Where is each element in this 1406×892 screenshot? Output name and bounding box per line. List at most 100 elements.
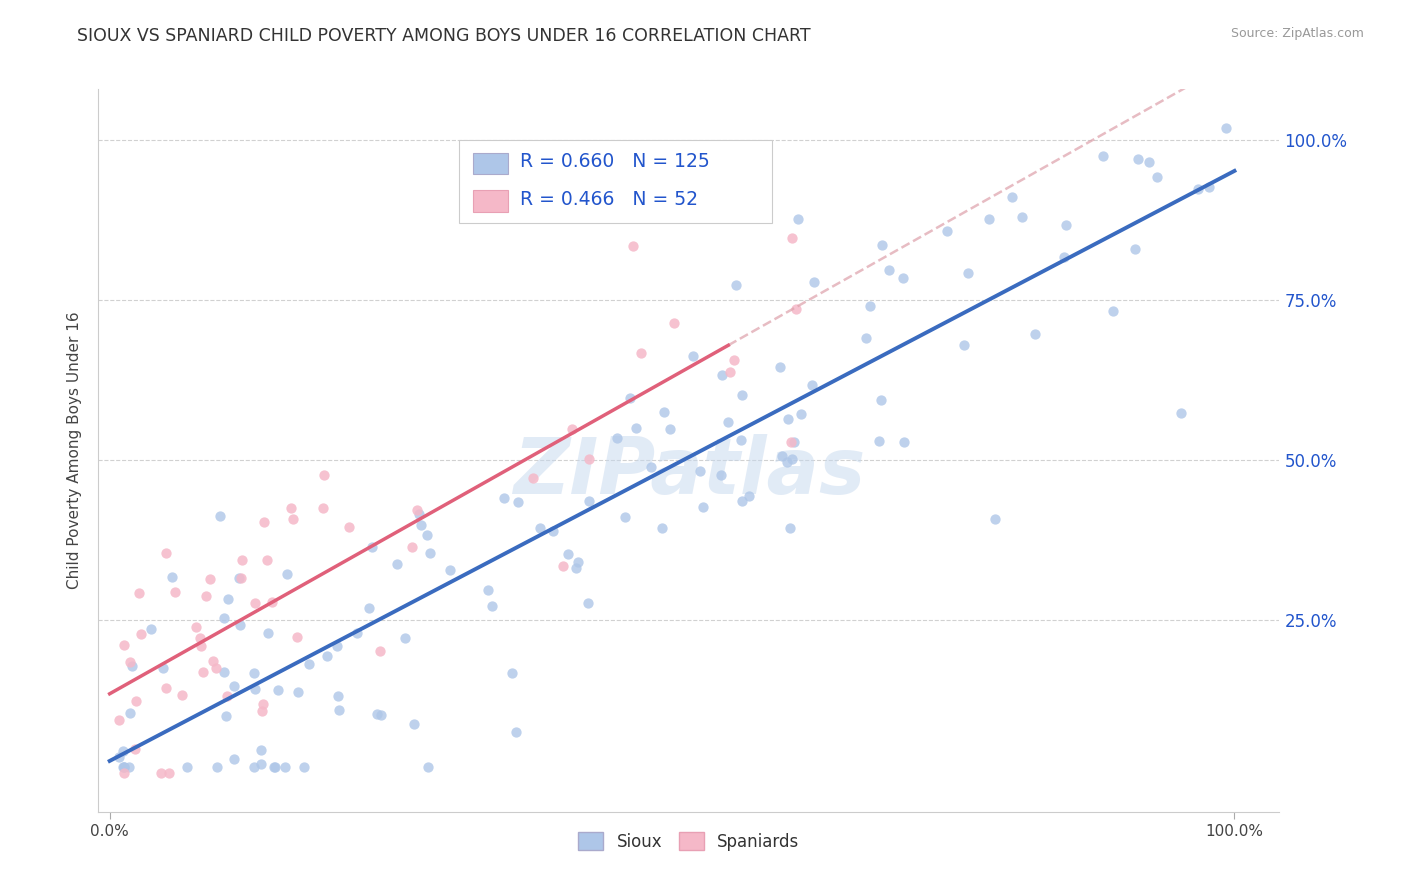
- Point: [957, 266, 980, 280]
- Point: [800, 378, 823, 392]
- Point: [651, 520, 673, 534]
- Point: [129, 626, 152, 640]
- Point: [717, 415, 740, 429]
- Point: [243, 596, 266, 610]
- Point: [640, 459, 662, 474]
- Point: [249, 743, 271, 757]
- Point: [1146, 169, 1168, 184]
- Point: [893, 435, 915, 450]
- Point: [280, 500, 302, 515]
- Point: [1054, 218, 1077, 232]
- Bar: [472, 153, 508, 175]
- Point: [149, 766, 172, 780]
- Point: [1170, 406, 1192, 420]
- Point: [859, 299, 882, 313]
- Point: [731, 493, 754, 508]
- Point: [253, 515, 276, 529]
- Point: [250, 756, 273, 771]
- Point: [406, 503, 429, 517]
- Point: [605, 431, 627, 445]
- Point: [228, 571, 250, 585]
- Point: [416, 528, 439, 542]
- Point: [803, 275, 825, 289]
- Point: [779, 435, 801, 450]
- Point: [201, 655, 224, 669]
- Point: [624, 421, 647, 435]
- Point: [152, 661, 174, 675]
- Point: [394, 632, 416, 646]
- Point: [522, 471, 544, 485]
- FancyBboxPatch shape: [458, 140, 772, 223]
- Point: [730, 388, 752, 402]
- Point: [112, 744, 135, 758]
- Point: [188, 632, 211, 646]
- Text: SIOUX VS SPANIARD CHILD POVERTY AMONG BOYS UNDER 16 CORRELATION CHART: SIOUX VS SPANIARD CHILD POVERTY AMONG BO…: [77, 27, 811, 45]
- Point: [112, 760, 135, 774]
- Point: [439, 563, 461, 577]
- Point: [619, 391, 641, 405]
- Point: [1187, 181, 1209, 195]
- Point: [252, 697, 274, 711]
- Point: [264, 760, 287, 774]
- Point: [724, 277, 747, 292]
- Point: [200, 572, 222, 586]
- Point: [125, 694, 148, 708]
- Y-axis label: Child Poverty Among Boys Under 16: Child Poverty Among Boys Under 16: [67, 311, 83, 590]
- Point: [231, 552, 253, 566]
- Point: [108, 713, 131, 727]
- Point: [215, 709, 238, 723]
- Point: [118, 706, 141, 720]
- Point: [1001, 190, 1024, 204]
- Point: [692, 500, 714, 514]
- Legend: Sioux, Spaniards: Sioux, Spaniards: [572, 826, 806, 857]
- Point: [385, 557, 408, 571]
- Point: [529, 521, 551, 535]
- Point: [155, 546, 177, 560]
- Point: [418, 760, 440, 774]
- Text: R = 0.466   N = 52: R = 0.466 N = 52: [520, 189, 697, 209]
- Point: [652, 404, 675, 418]
- Point: [117, 760, 139, 774]
- Point: [785, 301, 807, 316]
- Point: [614, 509, 637, 524]
- Point: [505, 724, 527, 739]
- Point: [266, 682, 288, 697]
- Point: [1215, 120, 1237, 135]
- Point: [738, 489, 761, 503]
- Point: [160, 570, 183, 584]
- Point: [710, 468, 733, 483]
- Point: [776, 455, 799, 469]
- Point: [128, 586, 150, 600]
- Point: [567, 555, 589, 569]
- Point: [1053, 250, 1076, 264]
- Point: [205, 760, 228, 774]
- Point: [359, 600, 381, 615]
- Point: [870, 393, 893, 408]
- Point: [337, 520, 360, 534]
- Point: [780, 230, 803, 244]
- Point: [316, 649, 339, 664]
- Point: [630, 346, 652, 360]
- Point: [682, 349, 704, 363]
- Point: [368, 644, 391, 658]
- Point: [120, 656, 142, 670]
- Point: [401, 541, 423, 555]
- Point: [208, 508, 231, 523]
- Point: [477, 583, 499, 598]
- Point: [263, 760, 285, 774]
- Point: [935, 223, 957, 237]
- Point: [1024, 326, 1046, 341]
- Point: [243, 682, 266, 697]
- Point: [191, 665, 214, 679]
- Point: [779, 521, 801, 535]
- Point: [1126, 152, 1149, 166]
- Point: [229, 618, 252, 632]
- Text: Source: ZipAtlas.com: Source: ZipAtlas.com: [1230, 27, 1364, 40]
- Point: [984, 511, 1007, 525]
- Point: [1102, 304, 1125, 318]
- Point: [328, 703, 350, 717]
- Point: [977, 212, 1000, 227]
- Point: [576, 596, 599, 610]
- Point: [312, 500, 335, 515]
- Point: [408, 507, 430, 521]
